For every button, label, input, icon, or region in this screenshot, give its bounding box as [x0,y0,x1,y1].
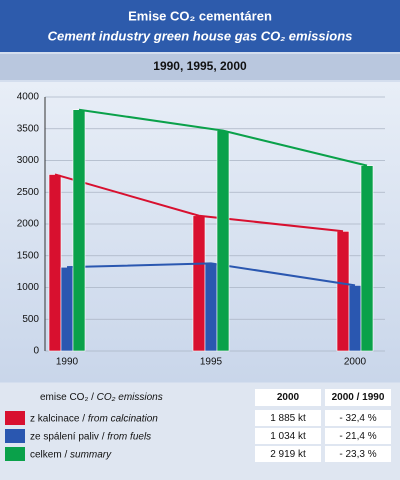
legend-label: z kalcinace / from calcination [30,413,158,424]
cell-text: - 32,4 % [339,413,376,424]
legend-swatch [5,447,25,461]
cell-text: 2 919 kt [270,449,306,460]
chart-subtitle: Cement industry green house gas CO₂ emis… [48,28,353,43]
cell-text: - 21,4 % [339,431,376,442]
cell-text: - 23,3 % [339,449,376,460]
header-band [0,0,400,52]
legend-label: ze spálení paliv / from fuels [30,431,151,442]
cell [255,410,321,426]
bar [204,263,218,352]
x-tick-label: 1995 [200,357,223,368]
header-cell [325,389,391,406]
y-tick-label: 3000 [17,155,40,166]
legend-label: celkem / summary [30,449,112,460]
cell [325,428,391,444]
header-cell [255,389,321,406]
cell [325,446,391,462]
y-tick-label: 0 [33,346,39,357]
y-tick-label: 4000 [17,92,40,103]
bar [216,130,230,352]
cell-text: 1 034 kt [270,431,306,442]
bar [336,231,350,352]
table-header: 2000 / 1990 [332,392,385,403]
cell [255,428,321,444]
table-header: emise CO₂ / CO₂ emissions [40,392,163,403]
legend-swatch [5,429,25,443]
period: 1990, 1995, 2000 [153,59,247,73]
legend-swatch [5,411,25,425]
y-tick-label: 1000 [17,282,40,293]
x-tick-label: 2000 [344,357,367,368]
table-header: 2000 [277,392,300,403]
bar [72,109,86,352]
bar [348,285,362,352]
cell-text: 1 885 kt [270,413,306,424]
bar [360,165,374,352]
x-tick-label: 1990 [56,357,79,368]
chart-title: Emise CO₂ cementáren [128,8,272,23]
y-tick-label: 2000 [17,219,40,230]
cell [255,446,321,462]
bar [48,174,62,352]
period-band [0,54,400,80]
trend-line [54,173,344,233]
bar [60,266,74,352]
y-tick-label: 1500 [17,250,40,261]
y-tick-label: 2500 [17,187,40,198]
y-tick-label: 3500 [17,123,40,134]
trend-line [78,108,368,167]
y-tick-label: 500 [22,314,39,325]
cell [325,410,391,426]
trend-line [66,262,356,287]
bar [192,215,206,352]
